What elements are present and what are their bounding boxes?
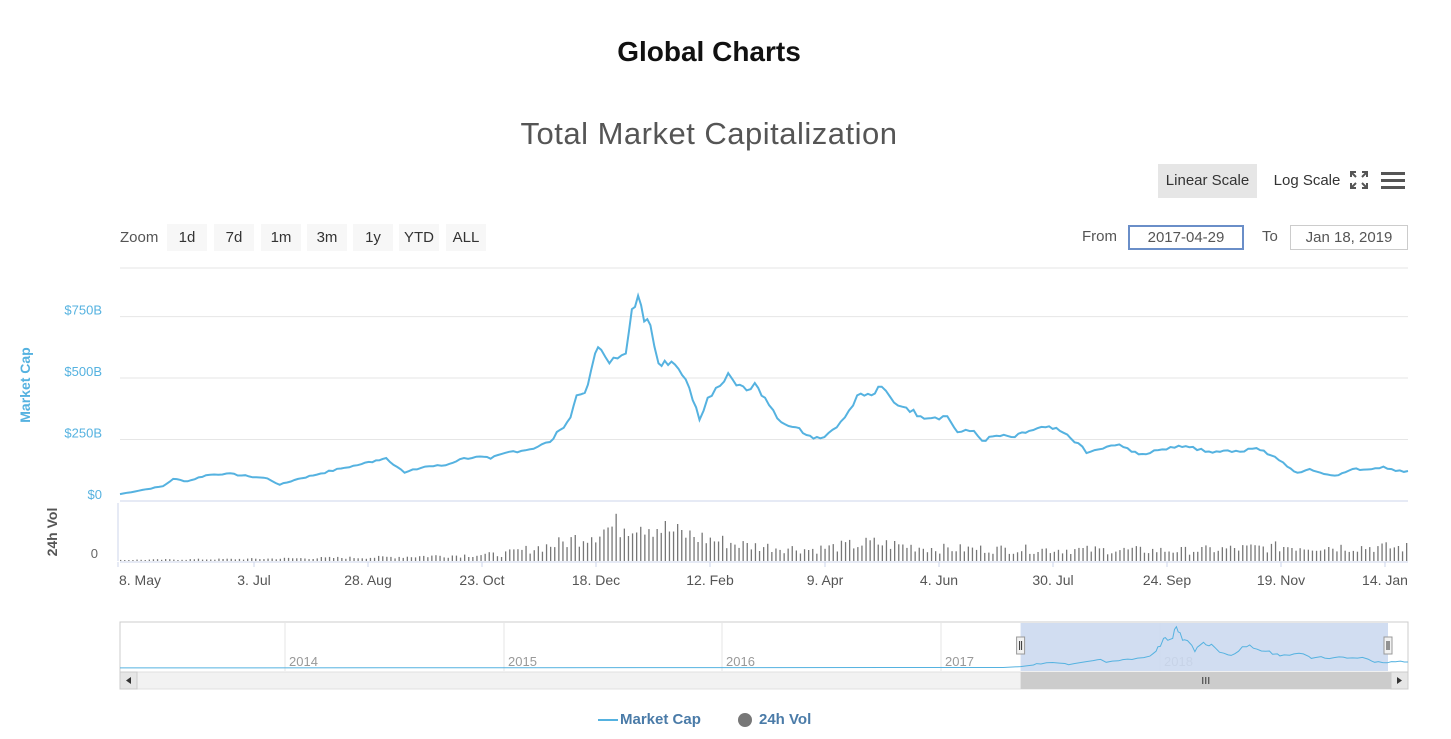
scroll-left-arrow-icon <box>126 677 131 684</box>
zoom-button-1y[interactable]: 1y <box>353 224 393 251</box>
zoom-button-ytd[interactable]: YTD <box>399 224 439 251</box>
zoom-button-1m[interactable]: 1m <box>261 224 301 251</box>
legend-item-24h-vol[interactable]: 24h Vol <box>737 708 811 732</box>
chart-title: Total Market Capitalization <box>520 116 898 151</box>
navigator-year-label: 2015 <box>508 654 537 669</box>
to-label: To <box>1262 228 1278 245</box>
log-scale-button[interactable]: Log Scale <box>1273 172 1341 189</box>
scrollbar-grip-icon <box>1202 677 1210 684</box>
fullscreen-icon[interactable] <box>1349 170 1369 190</box>
navigator-series-line <box>119 625 1408 669</box>
navigator-selection[interactable] <box>1020 623 1388 671</box>
legend-label-market-cap: Market Cap <box>620 711 701 728</box>
chart-legend: Market Cap 24h Vol <box>0 708 1418 732</box>
from-label: From <box>1082 228 1117 245</box>
legend-label-24h-vol: 24h Vol <box>759 711 812 728</box>
legend-line-icon <box>598 719 618 721</box>
navigator-handle[interactable] <box>1016 636 1026 655</box>
menu-icon[interactable] <box>1381 170 1405 190</box>
scroll-right-arrow-icon <box>1397 677 1402 684</box>
legend-item-market-cap[interactable]: Market Cap <box>598 708 701 732</box>
from-date-input[interactable] <box>1128 225 1244 250</box>
navigator-year-label: 2017 <box>945 654 974 669</box>
page-title: Global Charts <box>617 36 801 67</box>
zoom-button-1d[interactable]: 1d <box>167 224 207 251</box>
zoom-button-7d[interactable]: 7d <box>214 224 254 251</box>
navigator-year-label: 2014 <box>289 654 318 669</box>
zoom-button-all[interactable]: ALL <box>446 224 486 251</box>
navigator-year-label: 2016 <box>726 654 755 669</box>
linear-scale-button[interactable]: Linear Scale <box>1158 164 1257 198</box>
to-date-input[interactable] <box>1290 225 1408 250</box>
zoom-label: Zoom <box>120 229 159 246</box>
navigator-handle[interactable] <box>1383 636 1393 655</box>
navigator-handles[interactable] <box>1016 636 1393 655</box>
legend-dot-icon <box>738 713 752 727</box>
zoom-button-3m[interactable]: 3m <box>307 224 347 251</box>
